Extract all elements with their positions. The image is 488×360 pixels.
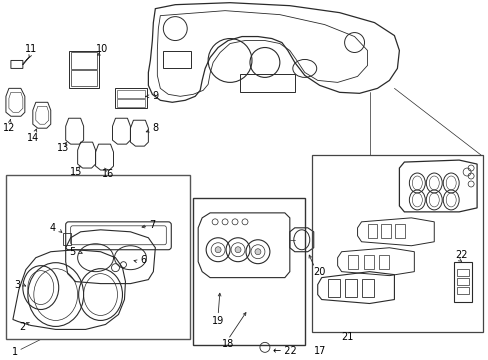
Bar [453,262,471,302]
Bar [379,255,388,269]
Bar [68,50,99,88]
Bar [456,278,468,285]
Text: ← 22: ← 22 [272,346,296,356]
Bar [363,255,373,269]
Text: 5: 5 [69,247,76,257]
Bar [327,279,339,297]
Bar [395,224,405,238]
Text: 13: 13 [57,143,69,153]
Bar [115,88,147,108]
Bar [367,224,377,238]
Bar [361,279,373,297]
Circle shape [215,247,221,253]
Bar [71,71,96,86]
Bar [381,224,390,238]
Text: 2: 2 [20,323,26,332]
Text: 18: 18 [222,339,234,349]
Text: 22: 22 [454,250,467,260]
Text: 6: 6 [140,255,146,265]
Text: 14: 14 [27,133,39,143]
Text: 7: 7 [149,220,155,230]
Text: 8: 8 [152,123,158,133]
Text: 20: 20 [313,267,325,276]
Bar [240,75,294,92]
Text: 12: 12 [3,123,15,133]
Bar [347,255,357,269]
Text: 16: 16 [102,169,114,179]
Bar [117,99,145,107]
Text: 1: 1 [12,347,18,357]
Text: 10: 10 [96,44,108,54]
Bar [311,155,482,332]
Text: 9: 9 [152,91,158,101]
Bar [117,90,145,98]
Bar [163,50,191,68]
Bar [344,279,356,297]
Text: 19: 19 [211,316,224,327]
Bar [456,269,468,276]
Bar [193,198,304,345]
Bar [6,175,190,339]
Text: 11: 11 [25,44,37,54]
Text: 21: 21 [341,332,353,342]
Bar [456,287,468,293]
Circle shape [254,249,261,255]
Text: 4: 4 [50,223,56,233]
Circle shape [235,247,241,253]
Bar [62,233,71,245]
Bar [71,53,96,69]
Text: 15: 15 [69,167,81,177]
Text: 17: 17 [313,346,325,356]
Text: 3: 3 [14,280,20,289]
